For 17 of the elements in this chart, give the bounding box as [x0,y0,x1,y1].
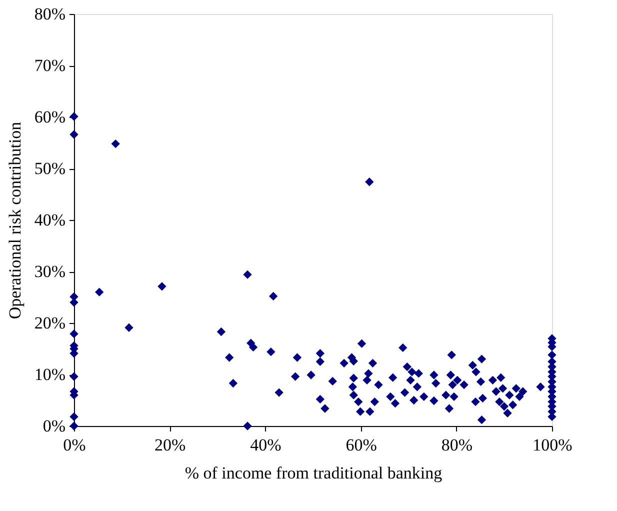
x-tick-label: 20% [154,436,186,454]
y-tick-label: 40% [34,210,66,230]
x-tick-label: 0% [63,436,86,454]
y-tick-label: 0% [42,416,66,436]
y-axis-title: Operational risk contribution [5,121,24,320]
y-tick-label: 30% [34,262,66,281]
y-tick-label: 20% [34,314,66,332]
y-tick-label: 70% [34,56,66,75]
x-tick-label: 40% [250,436,282,454]
y-tick-label: 10% [34,365,66,384]
x-tick-label: 80% [441,436,472,454]
y-tick-label: 80% [34,4,66,24]
x-axis-title: % of income from traditional banking [184,464,443,482]
x-tick-label: 100% [532,436,572,454]
y-tick-label: 60% [34,108,66,126]
x-tick-label: 60% [346,436,377,454]
y-tick-label: 50% [34,159,66,178]
